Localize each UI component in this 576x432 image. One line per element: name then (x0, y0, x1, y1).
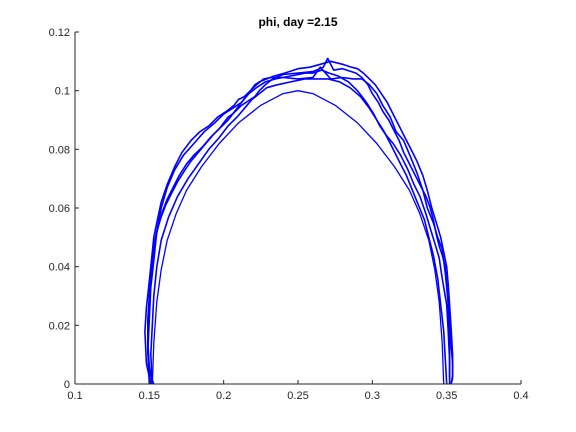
series-line-3 (147, 69, 451, 385)
y-tick-label: 0 (64, 379, 70, 391)
series-line-4 (150, 78, 448, 385)
x-tick-label: 0.3 (365, 390, 380, 402)
x-tick-label: 0.1 (67, 390, 82, 402)
chart-title: phi, day =2.15 (258, 15, 337, 29)
plot-area: 0.1 0.15 0.2 0.25 0.3 0.35 0.4 0 0.02 0.04 0.06 0.0… (49, 27, 529, 402)
y-tick-label: 0.08 (49, 144, 70, 156)
series-line-5 (147, 57, 454, 385)
x-tick-label: 0.4 (513, 390, 528, 402)
x-tick-label: 0.35 (436, 390, 457, 402)
x-tick-label: 0.2 (216, 390, 231, 402)
y-tick-label: 0.06 (49, 203, 70, 215)
y-tick-label: 0.12 (49, 27, 70, 39)
y-tick-label: 0.1 (55, 86, 70, 98)
y-tick-label: 0.04 (49, 262, 70, 274)
series-group (144, 57, 454, 385)
axes-group: 0.1 0.15 0.2 0.25 0.3 0.35 0.4 0 0.02 0.04 0.06 0.0… (49, 27, 529, 402)
x-tick-label: 0.15 (139, 390, 160, 402)
series-line-6 (147, 60, 454, 385)
x-tick-label: 0.25 (287, 390, 308, 402)
y-tick-label: 0.02 (49, 320, 70, 332)
